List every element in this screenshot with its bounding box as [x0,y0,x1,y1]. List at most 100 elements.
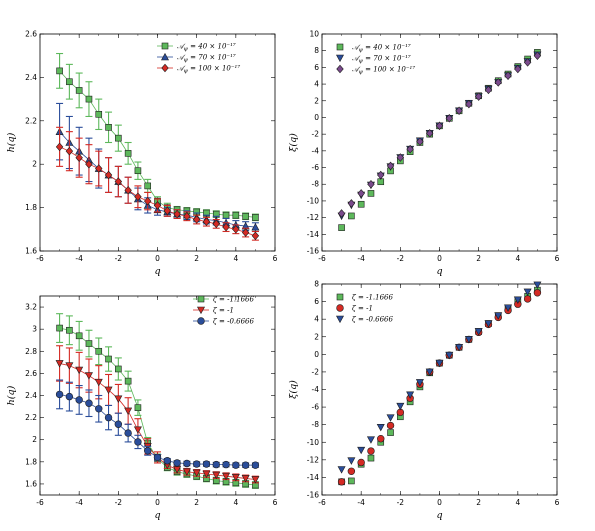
x-tick-label: 6 [555,498,560,507]
y-tick-label: 1.6 [25,479,37,488]
y-tick-label: -16 [307,491,319,500]
legend-label: ζ = -0.6666 [213,318,255,326]
data-point [523,295,532,303]
y-tick-label: 8 [314,280,319,289]
y-tick-label: 10 [309,30,319,39]
x-axis-label: q [154,266,160,277]
legend-label: 𝒜ψ = 100 × 10⁻¹⁷ [177,65,240,75]
data-point [231,474,240,482]
y-tick-label: 2.2 [25,116,37,125]
data-point [533,51,542,60]
data-point [377,170,385,180]
data-point [484,85,493,95]
data-point [251,476,260,484]
y-tick-label: -14 [307,230,319,239]
x-tick-label: -6 [36,498,44,507]
x-tick-label: 6 [273,498,278,507]
legend: ζ = -1.1666 ζ = -1 ζ = -0.6666 [335,294,394,324]
data-point [192,215,201,224]
data-point [105,355,112,363]
legend-marker [335,54,345,63]
data-point [455,106,463,116]
data-point [366,436,375,444]
x-tick-label: -2 [115,254,123,263]
y-tick-label: 6 [314,297,319,306]
y-tick-label: 2 [32,160,37,169]
x-tick-label: 6 [273,254,278,263]
data-point [144,196,152,206]
chart-panel-1: -6 -4 -2 0 2 4 6 1.6 1.8 2 2.2 2.4 2.6 q h(q) 𝒜ψ = 40 ×… [6,30,278,278]
legend-label: 𝒜ψ = 100 × 10⁻¹⁷ [352,66,415,76]
legend-marker [197,317,205,325]
x-tick-label: 2 [194,498,199,507]
data-point [85,95,93,103]
y-tick-label: -8 [312,180,320,189]
y-tick-label: -2 [312,130,320,139]
y-tick-label: 2.6 [25,369,37,378]
x-tick-label: 6 [555,254,560,263]
data-point [124,407,133,416]
data-point [55,360,64,368]
x-tick-label: -4 [357,254,365,263]
y-tick-label: -6 [312,163,320,172]
legend-label: ζ = -1 [352,305,373,313]
legend-label: 𝒜ψ = 40 × 10⁻¹⁷ [177,43,236,53]
data-point [367,179,375,189]
data-point [347,457,356,465]
y-tick-label: 4 [314,315,319,324]
data-point [133,426,142,434]
data-point [514,64,522,74]
y-tick-label: 0 [314,350,319,359]
data-point [464,336,473,344]
data-point [212,471,221,480]
data-point [386,421,395,430]
legend-marker [160,52,170,61]
data-point [85,159,93,169]
y-tick-label: 2 [314,96,319,105]
data-point [85,399,93,407]
series-3 [337,51,542,218]
data-point [523,58,532,67]
data-point [75,332,83,340]
y-tick-label: -2 [312,367,320,376]
data-point [386,414,395,422]
data-point [202,470,211,479]
data-point [348,477,355,485]
y-axis-label: h(q) [6,132,17,152]
data-point [144,447,152,455]
data-point [396,402,405,411]
data-point [124,185,132,195]
series-3 [55,379,260,469]
data-point [124,429,132,437]
data-point [357,189,365,198]
data-point [105,124,112,131]
data-point [192,469,201,478]
chart-panel-3: -6 -4 -2 0 2 4 6 1.6 1.8 2 2.2 2.4 2.6 2.8 3 3.2 q h(q) ζ … [6,296,278,522]
legend: ζ = -1.1666 ζ = -1 ζ = -0.6666 [193,296,255,326]
legend-marker [161,63,169,73]
data-point [484,320,493,328]
y-tick-label: -10 [307,196,319,205]
y-tick-label: 0 [314,113,319,122]
data-point [153,453,162,462]
data-point [494,78,502,87]
data-point [513,296,522,304]
x-tick-label: 4 [515,254,520,263]
y-tick-label: 3.2 [25,303,37,312]
data-point [533,289,542,297]
series-1 [56,52,259,222]
data-point [173,459,181,467]
data-point [114,177,123,186]
data-point [95,347,103,355]
y-tick-label: -14 [307,473,319,482]
x-tick-label: -4 [75,254,83,263]
data-point [474,328,483,336]
data-point [338,224,345,231]
data-point [95,164,103,173]
legend-label: 𝒜ψ = 70 × 10⁻¹⁷ [352,55,411,65]
data-point [94,378,103,387]
y-tick-label: 2.8 [25,347,37,356]
data-point [114,420,123,428]
data-point [192,460,201,468]
